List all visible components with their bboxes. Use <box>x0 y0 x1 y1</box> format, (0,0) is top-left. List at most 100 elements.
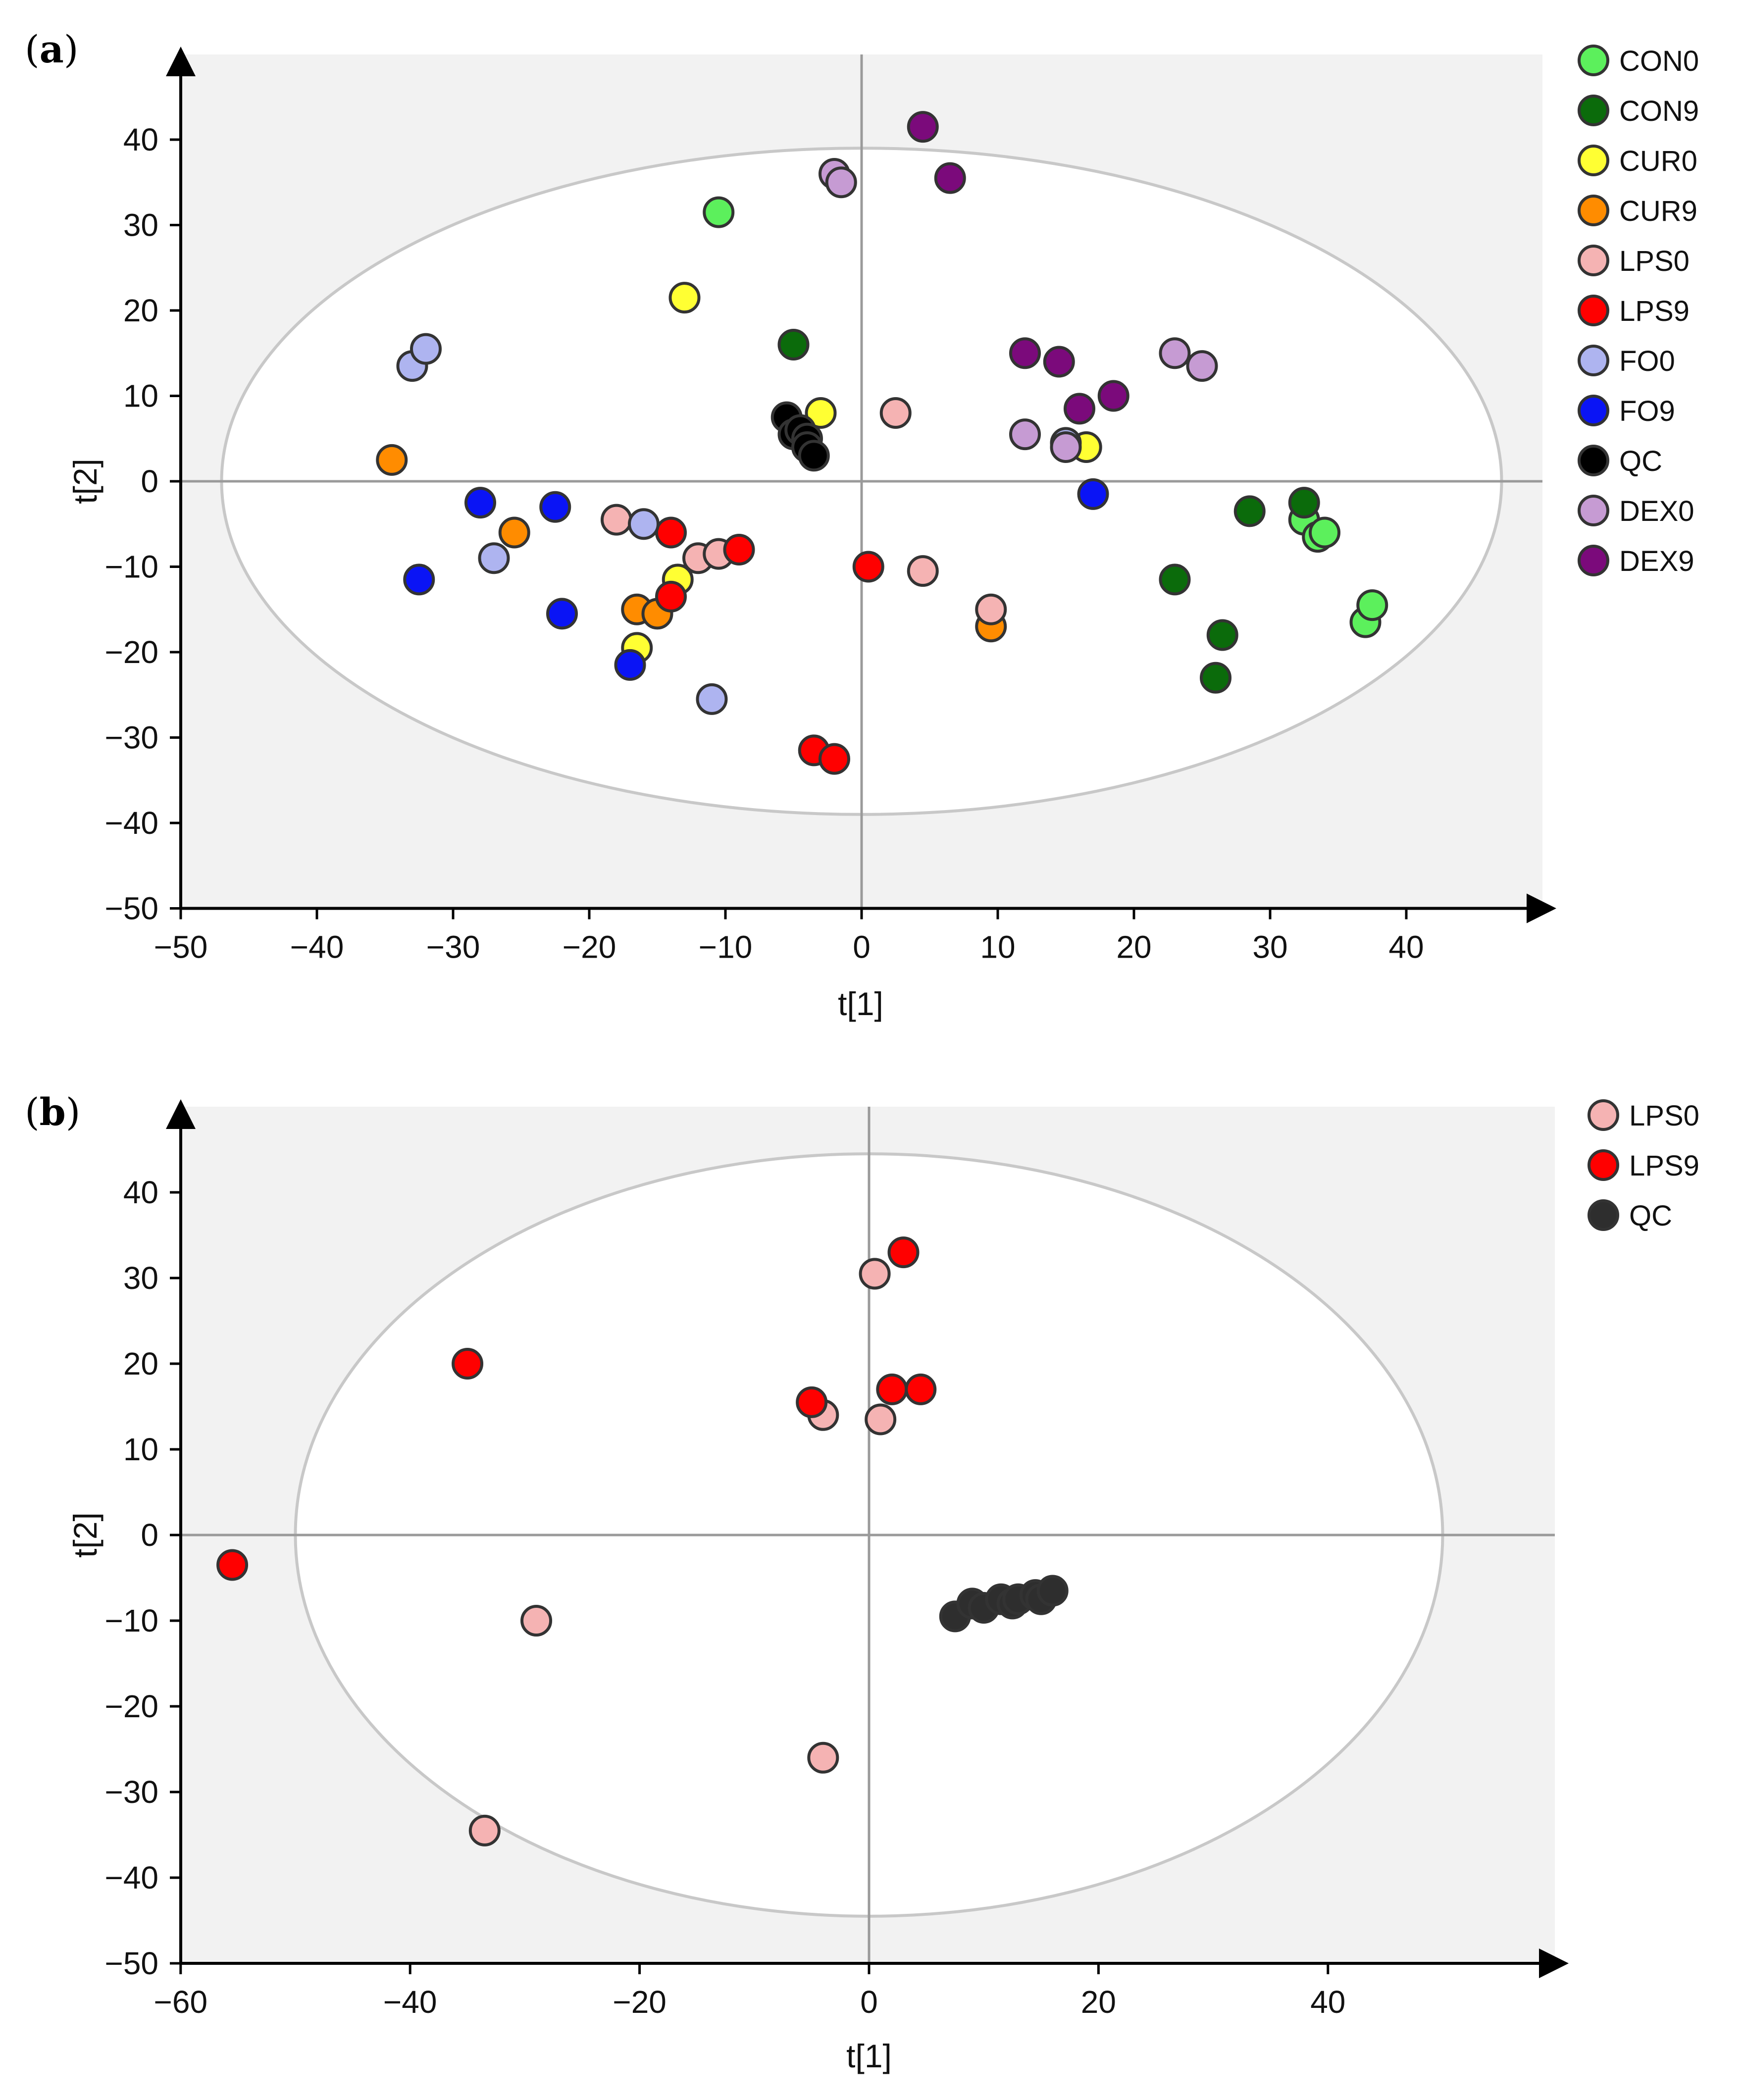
y-tick-label: 10 <box>123 1432 158 1467</box>
y-tick-label: −10 <box>104 1603 158 1639</box>
panel-letter-b: b <box>40 1090 66 1134</box>
legend-marker <box>1578 395 1609 426</box>
chart-panel-b: (b) −60 −40 −20 0 20 40 −50 −40 −30 −20 −10 0 10 20 3… <box>25 1090 1699 2074</box>
data-point <box>723 534 755 565</box>
data-point <box>539 491 571 523</box>
legend-marker <box>1588 1149 1619 1181</box>
x-axis-title-b: t[1] <box>846 2038 892 2074</box>
panel-letter-a: a <box>40 27 64 71</box>
y-tick-label: 40 <box>123 122 158 157</box>
y-tick-label: 20 <box>123 293 158 328</box>
y-tick-label: −20 <box>104 1689 158 1724</box>
data-point <box>668 282 701 314</box>
data-point <box>520 1605 553 1637</box>
y-tick-labels-b: −50 −40 −30 −20 −10 0 10 20 30 40 <box>104 1175 181 1981</box>
legend-label: DEX0 <box>1619 495 1694 527</box>
x-tick-label: −20 <box>613 1984 666 2020</box>
legend-marker <box>1578 145 1609 176</box>
x-tick-label: −40 <box>383 1984 437 2020</box>
data-point <box>1206 619 1238 651</box>
y-tick-label: −40 <box>104 1860 158 1895</box>
data-point <box>852 551 884 583</box>
data-point <box>696 683 728 715</box>
data-point <box>798 440 830 472</box>
data-point <box>216 1549 249 1581</box>
data-point <box>905 1373 937 1405</box>
data-point <box>1159 337 1191 369</box>
data-point <box>1097 380 1129 412</box>
data-point <box>805 397 837 429</box>
data-point <box>1200 662 1231 694</box>
x-tick-label: 40 <box>1388 929 1424 965</box>
legend-label: FO9 <box>1619 395 1675 427</box>
y-tick-label: −30 <box>104 1774 158 1810</box>
data-point <box>1159 563 1191 596</box>
data-point <box>796 1386 828 1418</box>
legend-marker <box>1578 545 1609 576</box>
series-lps0 <box>468 1258 897 1846</box>
data-point <box>1036 1575 1069 1607</box>
legend-b: LPS0 LPS9 QC <box>1588 1099 1699 1232</box>
legend-label: FO0 <box>1619 345 1675 377</box>
x-tick-label: −60 <box>154 1984 208 2020</box>
legend-label: LPS0 <box>1629 1100 1699 1132</box>
legend-marker <box>1578 95 1609 126</box>
data-point <box>975 593 1007 625</box>
x-tick-label: 20 <box>1116 929 1151 965</box>
data-point <box>452 1348 484 1380</box>
x-tick-label: 20 <box>1081 1984 1116 2020</box>
data-point <box>628 508 660 540</box>
data-point <box>1050 431 1082 463</box>
legend-label: LPS0 <box>1619 245 1690 277</box>
y-tick-label: 20 <box>123 1346 158 1382</box>
legend-label: LPS9 <box>1619 295 1690 327</box>
data-point <box>410 333 442 365</box>
data-point <box>859 1258 891 1290</box>
data-point <box>464 487 496 519</box>
data-point <box>825 166 857 199</box>
legend-label: CUR9 <box>1619 195 1697 227</box>
data-point <box>703 196 735 228</box>
legend-marker <box>1578 445 1609 476</box>
data-point <box>807 1741 839 1774</box>
legend-marker <box>1588 1199 1619 1231</box>
legend-marker <box>1588 1099 1619 1131</box>
legend-marker <box>1578 495 1609 526</box>
data-point <box>1009 418 1041 451</box>
y-tick-label: −10 <box>104 549 158 585</box>
y-tick-label: 0 <box>141 463 158 499</box>
y-tick-label: 10 <box>123 378 158 414</box>
data-point <box>1043 346 1075 378</box>
y-tick-label: −50 <box>104 891 158 926</box>
data-point <box>907 555 939 587</box>
series-lps9 <box>655 516 884 775</box>
series-qc <box>939 1575 1069 1633</box>
y-axis-title-a: t[2] <box>67 459 103 504</box>
data-point <box>655 580 687 613</box>
data-point <box>546 598 578 630</box>
data-point <box>876 1373 908 1405</box>
x-tick-label: −40 <box>290 929 344 965</box>
data-points-b <box>216 1236 1069 1846</box>
data-point <box>376 444 408 476</box>
y-tick-label: −40 <box>104 805 158 841</box>
data-point <box>934 162 966 194</box>
data-point <box>1077 478 1109 510</box>
legend-label: CON0 <box>1619 45 1699 77</box>
y-tick-label: −20 <box>104 634 158 670</box>
data-point <box>1233 495 1266 527</box>
data-point <box>907 111 939 143</box>
y-tick-label: 0 <box>141 1517 158 1553</box>
series-qc <box>770 401 830 472</box>
legend-label: CUR0 <box>1619 145 1697 177</box>
data-point <box>1064 393 1095 425</box>
y-tick-label: 30 <box>123 1260 158 1296</box>
data-point <box>819 743 850 775</box>
legend-a: CON0 CON9 CUR0 CUR9 LPS0 LPS9 FO0 FO9 QC DEX0 DEX9 <box>1578 45 1699 577</box>
chart-panel-a: (a) −50 −40 −30 −20 −10 0 10 20 30 40 −50 −40 −30 −2… <box>25 27 1699 1022</box>
legend-label: QC <box>1619 445 1662 477</box>
data-point <box>655 516 687 549</box>
series-con9 <box>777 329 1320 694</box>
x-tick-label: 30 <box>1252 929 1287 965</box>
